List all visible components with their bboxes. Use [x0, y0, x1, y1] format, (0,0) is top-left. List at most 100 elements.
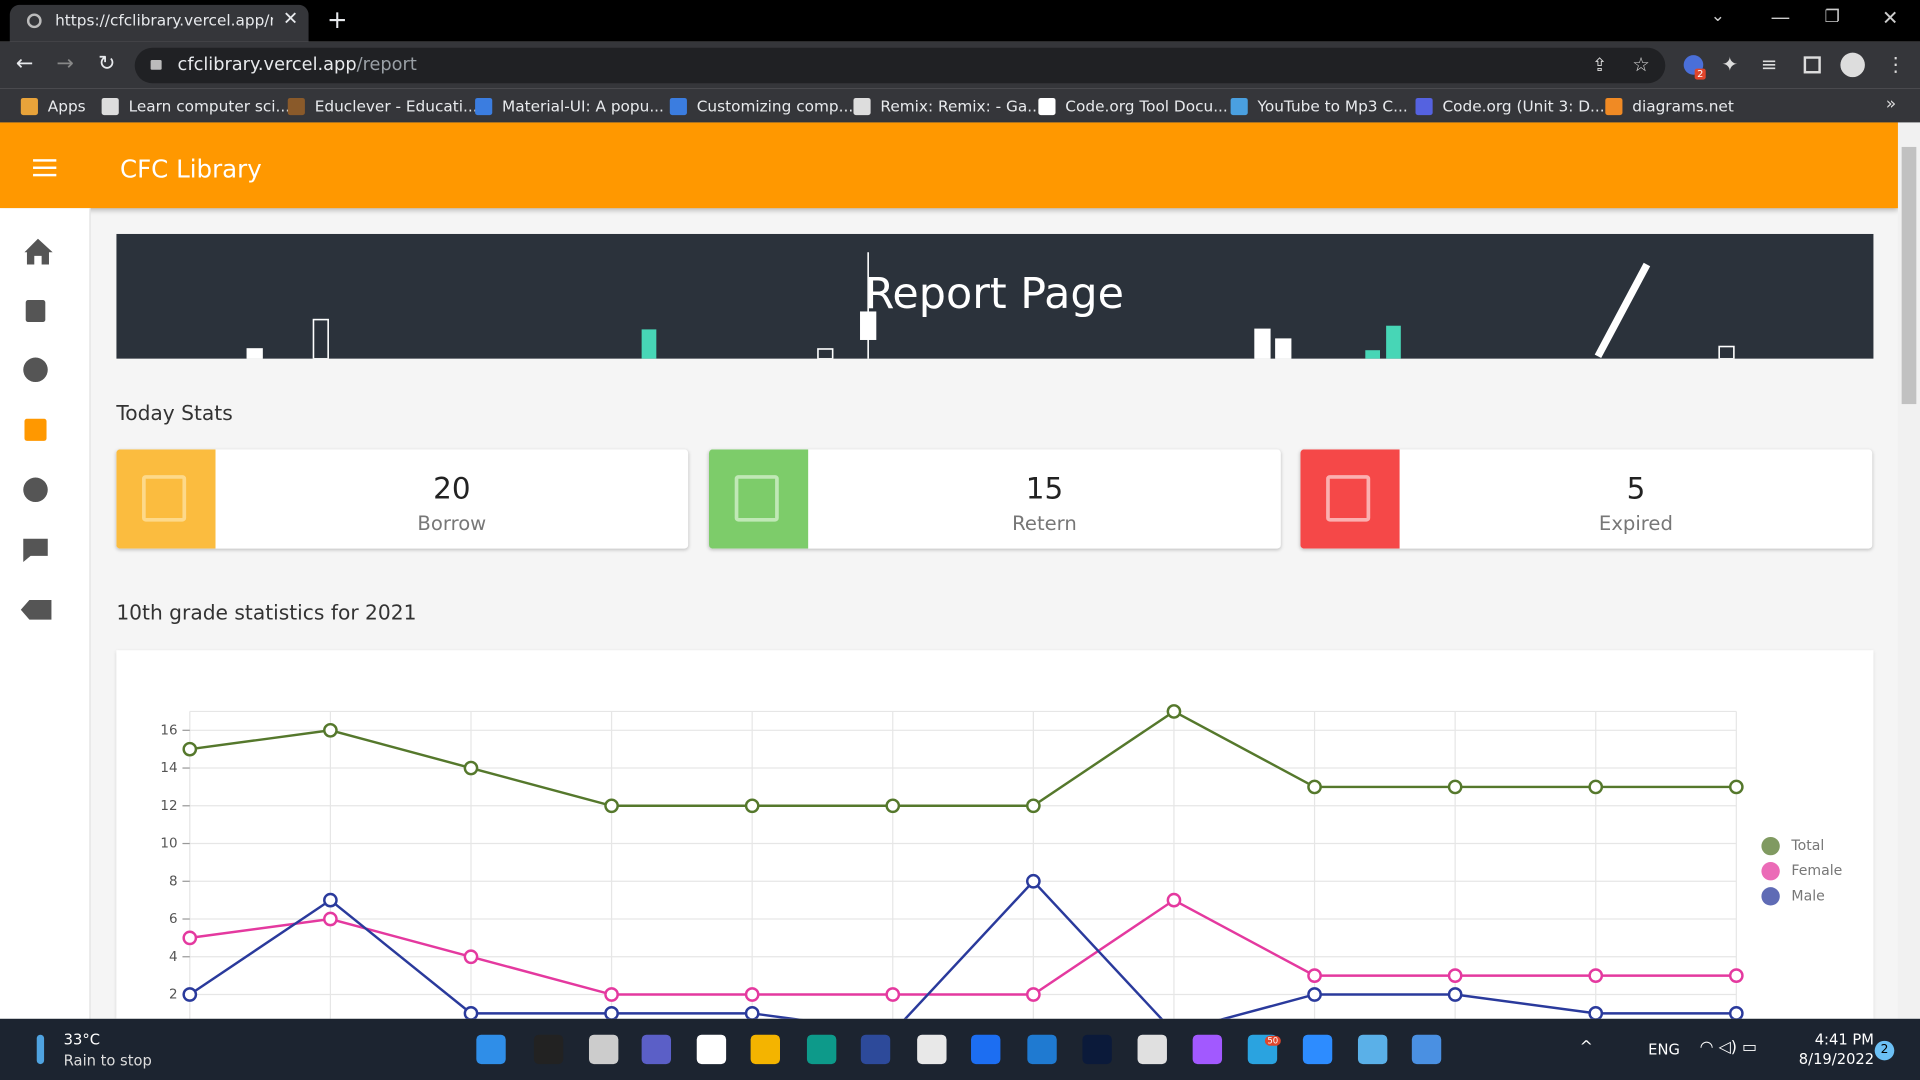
- legend-label: Total: [1790, 838, 1824, 854]
- taskbar-app[interactable]: [1027, 1034, 1057, 1065]
- clock-date[interactable]: 8/19/2022: [1798, 1050, 1875, 1068]
- data-point: [1728, 779, 1744, 795]
- menu-button[interactable]: [33, 159, 57, 177]
- extensions[interactable]: ✦: [1721, 52, 1739, 76]
- minimize[interactable]: —: [1770, 4, 1791, 29]
- language[interactable]: ENG: [1648, 1040, 1680, 1058]
- data-point: [1026, 987, 1041, 1002]
- tab-close[interactable]: ✕: [282, 7, 299, 30]
- bookmark-label: Customizing comp...: [696, 96, 854, 116]
- account-icon[interactable]: [23, 357, 48, 383]
- stat-label: Expired: [1598, 511, 1673, 536]
- report-icon[interactable]: [24, 418, 47, 441]
- tray-icons[interactable]: ◠ ◁) ▭: [1699, 1038, 1758, 1057]
- data-point: [1026, 798, 1041, 814]
- card-icon: [116, 449, 216, 549]
- bookmark[interactable]: YouTube to Mp3 C...: [1230, 96, 1408, 116]
- taskbar-app[interactable]: [1082, 1034, 1112, 1065]
- info-icon[interactable]: [23, 477, 48, 503]
- bookmark[interactable]: Code.org (Unit 3: D...: [1415, 97, 1605, 115]
- legend-label: Female: [1791, 863, 1842, 879]
- menu[interactable]: ⋮: [1885, 52, 1906, 76]
- tray-expand[interactable]: ^: [1579, 1038, 1593, 1057]
- bookmark[interactable]: Learn computer sci...: [101, 97, 290, 115]
- bookmark[interactable]: Apps: [20, 97, 86, 115]
- bookmark-star[interactable]: ☆: [1632, 52, 1650, 76]
- taskbar-app[interactable]: [476, 1034, 506, 1065]
- tab[interactable]: [9, 4, 309, 42]
- taskbar-app[interactable]: [1357, 1034, 1388, 1065]
- section-heading: Today Stats: [116, 401, 233, 425]
- share[interactable]: ⇪: [1591, 53, 1608, 76]
- stat-value: 20: [433, 471, 471, 506]
- taskbar-app[interactable]: [1192, 1034, 1223, 1065]
- forward[interactable]: →: [56, 51, 74, 76]
- scroll-thumb[interactable]: [1901, 146, 1917, 405]
- y-tick-label: 2: [169, 988, 178, 1003]
- data-point: [604, 987, 619, 1002]
- taskbar-app[interactable]: [971, 1034, 1001, 1065]
- data-point: [182, 741, 198, 757]
- taskbar-app[interactable]: [917, 1034, 947, 1065]
- y-tick-label: 6: [169, 912, 178, 927]
- reload[interactable]: ↻: [97, 51, 116, 76]
- chat-icon[interactable]: [23, 538, 48, 563]
- data-point: [463, 760, 479, 776]
- bookmark[interactable]: Customizing comp...: [669, 96, 854, 116]
- url: cfclibrary.vercel.app/report: [178, 55, 417, 75]
- taskbar-app[interactable]: [1302, 1034, 1333, 1065]
- banner-title: Report Page: [865, 269, 1124, 319]
- lock-icon: [150, 60, 162, 70]
- y-tick-label: 4: [169, 950, 178, 965]
- data-point: [1307, 987, 1322, 1002]
- bookmark[interactable]: Educlever - Educati...: [287, 97, 478, 115]
- taskbar-app[interactable]: [860, 1034, 891, 1065]
- home-icon[interactable]: [24, 238, 53, 265]
- legend-swatch: [1761, 887, 1780, 906]
- data-point: [885, 798, 901, 814]
- logout-icon[interactable]: [20, 600, 52, 620]
- notifications[interactable]: 2: [1874, 1040, 1895, 1061]
- url-path: /report: [356, 55, 417, 75]
- books-icon[interactable]: [25, 300, 46, 323]
- data-point: [1166, 704, 1182, 719]
- bookmark[interactable]: Remix: Remix: - Ga...: [853, 97, 1042, 115]
- taskbar-app[interactable]: [806, 1034, 837, 1065]
- y-tick-label: 16: [160, 723, 177, 738]
- side-panel[interactable]: [1803, 56, 1821, 74]
- bookmark[interactable]: diagrams.net: [1605, 97, 1734, 115]
- data-point: [463, 1006, 479, 1019]
- taskbar-app[interactable]: [588, 1034, 619, 1065]
- data-point: [1307, 779, 1322, 795]
- data-point: [1588, 968, 1604, 983]
- tab-search[interactable]: ⌄: [1710, 6, 1725, 26]
- new-tab[interactable]: +: [326, 4, 348, 35]
- bookmark[interactable]: Code.org Tool Docu...: [1038, 96, 1228, 116]
- taskbar-app[interactable]: [696, 1034, 727, 1065]
- address-bar[interactable]: [134, 47, 1666, 84]
- bookmark-label: Code.org Tool Docu...: [1065, 96, 1228, 116]
- clock-time[interactable]: 4:41 PM: [1814, 1031, 1874, 1049]
- taskbar-app[interactable]: [641, 1034, 672, 1065]
- bookmark-label: YouTube to Mp3 C...: [1257, 96, 1408, 116]
- taskbar-app[interactable]: [1411, 1034, 1442, 1065]
- weather-icon: [36, 1034, 45, 1065]
- data-point: [182, 987, 198, 1002]
- taskbar-app[interactable]: [750, 1034, 780, 1065]
- profile[interactable]: [1840, 52, 1865, 78]
- more-bookmarks[interactable]: »: [1885, 94, 1897, 114]
- media[interactable]: ≡: [1760, 52, 1778, 76]
- taskbar-app[interactable]: [1137, 1034, 1167, 1065]
- taskbar: [0, 1018, 1920, 1080]
- taskbar-app[interactable]: [533, 1034, 564, 1065]
- bookmark[interactable]: Material-UI: A popu...: [475, 97, 664, 115]
- close[interactable]: ✕: [1882, 6, 1899, 30]
- data-point: [1026, 873, 1041, 889]
- bookmark-icon: [1230, 97, 1248, 115]
- restore[interactable]: ❐: [1824, 7, 1840, 27]
- data-point: [1447, 968, 1463, 983]
- y-tick-label: 12: [160, 799, 177, 814]
- back[interactable]: ←: [15, 51, 34, 76]
- app-title: CFC Library: [120, 154, 262, 184]
